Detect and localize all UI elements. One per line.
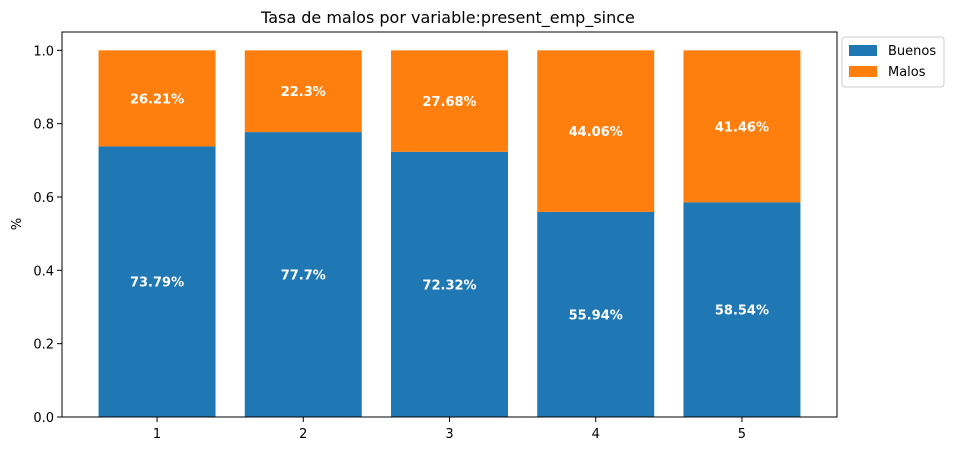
bar-malos-1 (98, 50, 216, 147)
bar-label-malos-1: 26.21% (130, 92, 184, 107)
bar-label-malos-2: 22.3% (281, 85, 326, 100)
x-tick-label-1: 1 (153, 427, 161, 442)
bar-buenos-2 (244, 132, 362, 417)
plot-frame (61, 31, 838, 418)
x-tick-label-2: 2 (299, 427, 307, 442)
bar-label-malos-4: 44.06% (569, 125, 623, 140)
bar-malos-5 (683, 50, 801, 203)
bar-label-malos-5: 41.46% (715, 120, 769, 135)
bar-buenos-1 (98, 146, 216, 418)
chart-title: Tasa de malos por variable:present_emp_s… (260, 8, 635, 28)
x-tick-label-5: 5 (738, 427, 746, 442)
legend-label-buenos: Buenos (888, 44, 936, 59)
bar-label-buenos-4: 55.94% (569, 308, 623, 323)
bar-malos-4 (537, 50, 655, 212)
y-tick-label-0: 0.0 (33, 411, 54, 426)
bar-label-buenos-5: 58.54% (715, 304, 769, 319)
legend-swatch-buenos (849, 45, 877, 56)
x-tick-label-4: 4 (592, 427, 600, 442)
legend-swatch-malos (849, 66, 877, 77)
bar-label-buenos-1: 73.79% (130, 276, 184, 291)
bar-label-buenos-2: 77.7% (281, 269, 326, 284)
y-tick-label-5: 1.0 (33, 44, 54, 59)
legend-label-malos: Malos (888, 65, 926, 80)
bar-buenos-3 (391, 151, 508, 417)
bar-label-buenos-3: 72.32% (422, 278, 476, 293)
bar-malos-3 (391, 50, 508, 152)
y-axis: 0.0 0.2 0.4 0.6 0.8 1.0 (33, 44, 62, 426)
y-tick-label-2: 0.4 (33, 264, 54, 279)
y-tick-label-4: 0.8 (33, 118, 54, 133)
bar-buenos-5 (683, 202, 801, 417)
bar-malos-2 (244, 50, 362, 133)
y-axis-label: % (10, 218, 25, 230)
bar-labels-layer: 73.79% 77.7% 72.32% 55.94% 58.54% 26.21% 22.3%… (130, 85, 769, 323)
x-axis: 1 2 3 4 5 (153, 417, 746, 442)
y-tick-label-3: 0.6 (33, 191, 54, 206)
bars-layer (98, 50, 801, 418)
legend: Buenos Malos (841, 36, 945, 88)
y-tick-label-1: 0.2 (33, 338, 54, 353)
bar-buenos-4 (537, 211, 655, 417)
x-tick-label-3: 3 (445, 427, 453, 442)
bar-label-malos-3: 27.68% (422, 95, 476, 110)
